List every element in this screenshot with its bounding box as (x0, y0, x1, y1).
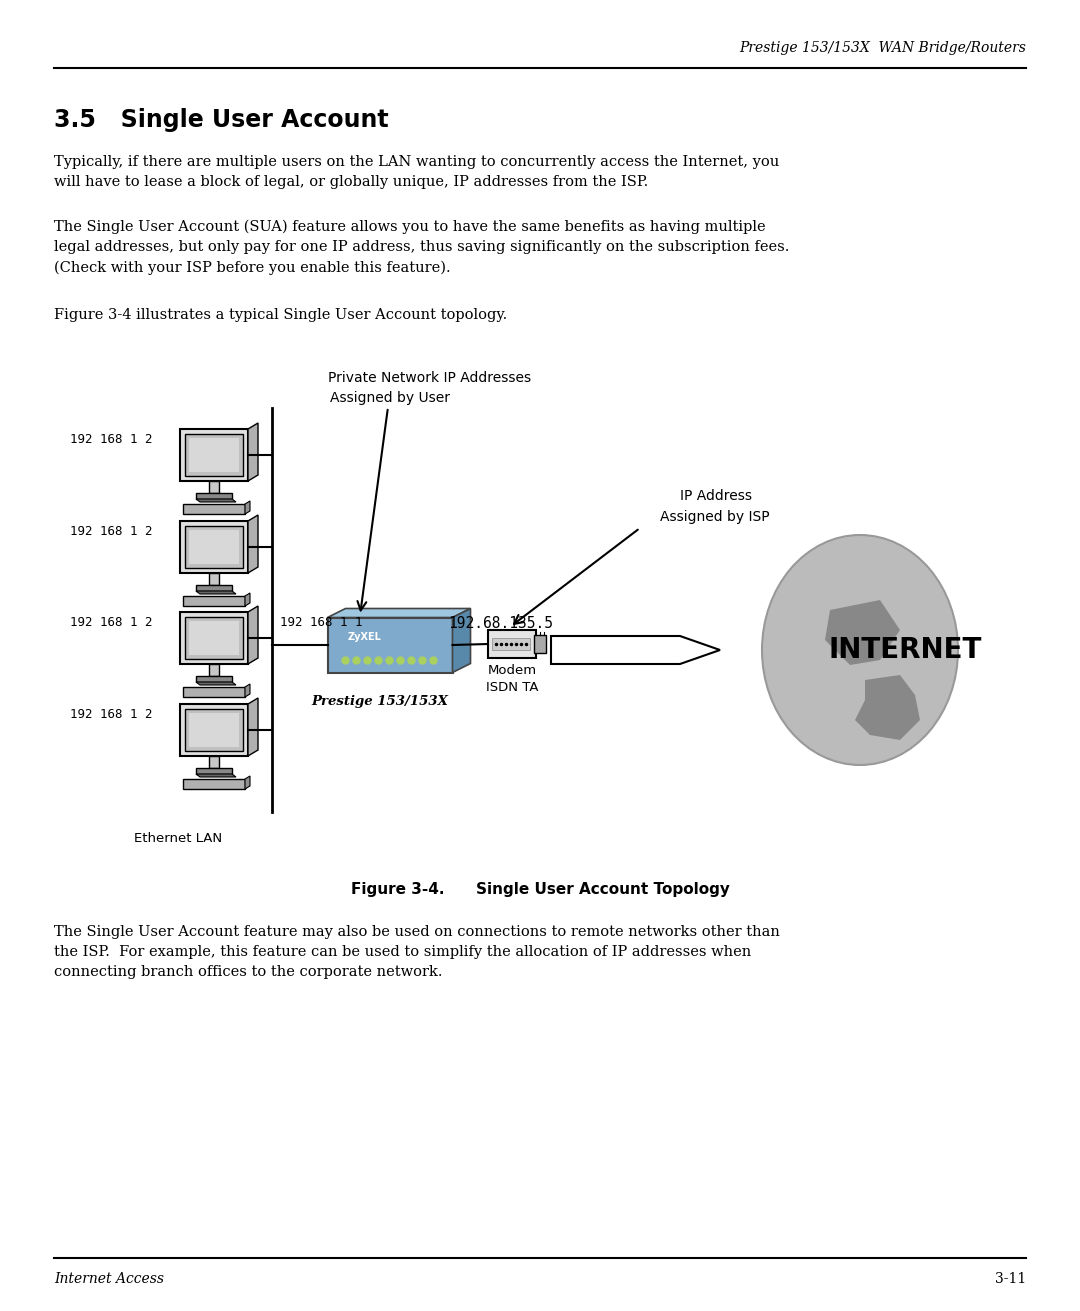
Text: ZyXEL: ZyXEL (348, 632, 381, 642)
FancyBboxPatch shape (327, 617, 453, 673)
Polygon shape (195, 591, 237, 594)
Text: INTERNET: INTERNET (828, 636, 982, 663)
FancyBboxPatch shape (185, 434, 243, 476)
Text: Prestige 153/153X  WAN Bridge/Routers: Prestige 153/153X WAN Bridge/Routers (739, 41, 1026, 55)
FancyBboxPatch shape (189, 713, 239, 747)
Text: Figure 3-4 illustrates a typical Single User Account topology.: Figure 3-4 illustrates a typical Single … (54, 308, 508, 323)
Circle shape (364, 657, 372, 663)
Text: Assigned by User: Assigned by User (330, 391, 450, 405)
FancyBboxPatch shape (195, 493, 232, 499)
FancyBboxPatch shape (189, 530, 239, 564)
Circle shape (353, 657, 360, 663)
FancyBboxPatch shape (180, 704, 248, 756)
Ellipse shape (762, 535, 958, 766)
Polygon shape (245, 684, 249, 697)
Text: Ethernet LAN: Ethernet LAN (134, 832, 222, 846)
Polygon shape (453, 608, 471, 673)
Polygon shape (245, 501, 249, 514)
Text: IP Address: IP Address (680, 489, 752, 503)
Text: 192 168 1 2: 192 168 1 2 (70, 524, 152, 538)
Text: The Single User Account (SUA) feature allows you to have the same benefits as ha: The Single User Account (SUA) feature al… (54, 220, 789, 275)
FancyBboxPatch shape (195, 585, 232, 591)
FancyBboxPatch shape (189, 621, 239, 656)
Polygon shape (245, 776, 249, 789)
FancyBboxPatch shape (183, 597, 245, 606)
Text: The Single User Account feature may also be used on connections to remote networ: The Single User Account feature may also… (54, 926, 780, 979)
Circle shape (397, 657, 404, 663)
FancyBboxPatch shape (210, 573, 219, 585)
FancyBboxPatch shape (189, 438, 239, 472)
Polygon shape (195, 499, 237, 502)
FancyBboxPatch shape (210, 756, 219, 768)
Polygon shape (195, 773, 237, 777)
Text: Assigned by ISP: Assigned by ISP (660, 510, 770, 524)
Text: 3.5   Single User Account: 3.5 Single User Account (54, 108, 389, 132)
Polygon shape (551, 636, 720, 663)
Text: Figure 3-4.      Single User Account Topology: Figure 3-4. Single User Account Topology (351, 882, 729, 897)
Text: 192 168 1 2: 192 168 1 2 (70, 708, 152, 721)
Text: Internet Access: Internet Access (54, 1272, 164, 1286)
FancyBboxPatch shape (488, 631, 536, 658)
Circle shape (375, 657, 382, 663)
Circle shape (408, 657, 415, 663)
FancyBboxPatch shape (185, 709, 243, 751)
Text: 192 168 1 2: 192 168 1 2 (70, 616, 152, 629)
FancyBboxPatch shape (185, 617, 243, 659)
FancyBboxPatch shape (180, 612, 248, 663)
Text: Private Network IP Addresses: Private Network IP Addresses (328, 371, 531, 385)
Text: 192.68.135.5: 192.68.135.5 (448, 615, 553, 631)
Polygon shape (825, 600, 900, 665)
Polygon shape (248, 423, 258, 481)
FancyBboxPatch shape (183, 779, 245, 789)
FancyBboxPatch shape (534, 635, 546, 653)
Polygon shape (248, 697, 258, 756)
Text: Typically, if there are multiple users on the LAN wanting to concurrently access: Typically, if there are multiple users o… (54, 155, 780, 189)
Polygon shape (248, 606, 258, 663)
Polygon shape (195, 682, 237, 686)
FancyBboxPatch shape (180, 429, 248, 481)
Text: 3-11: 3-11 (995, 1272, 1026, 1286)
Polygon shape (248, 515, 258, 573)
FancyBboxPatch shape (195, 768, 232, 773)
Text: Modem
ISDN TA: Modem ISDN TA (486, 663, 538, 694)
Circle shape (342, 657, 349, 663)
FancyBboxPatch shape (180, 520, 248, 573)
Text: Prestige 153/153X: Prestige 153/153X (311, 695, 448, 708)
FancyBboxPatch shape (185, 526, 243, 568)
FancyBboxPatch shape (492, 638, 530, 650)
FancyBboxPatch shape (183, 503, 245, 514)
Circle shape (430, 657, 437, 663)
Polygon shape (327, 608, 471, 617)
Text: 192 168 1 2: 192 168 1 2 (70, 433, 152, 446)
Text: 192 168 1 1: 192 168 1 1 (280, 616, 363, 629)
FancyBboxPatch shape (183, 687, 245, 697)
Circle shape (419, 657, 426, 663)
Circle shape (386, 657, 393, 663)
Polygon shape (245, 593, 249, 606)
FancyBboxPatch shape (210, 663, 219, 676)
FancyBboxPatch shape (210, 481, 219, 493)
Polygon shape (855, 675, 920, 739)
FancyBboxPatch shape (195, 676, 232, 682)
